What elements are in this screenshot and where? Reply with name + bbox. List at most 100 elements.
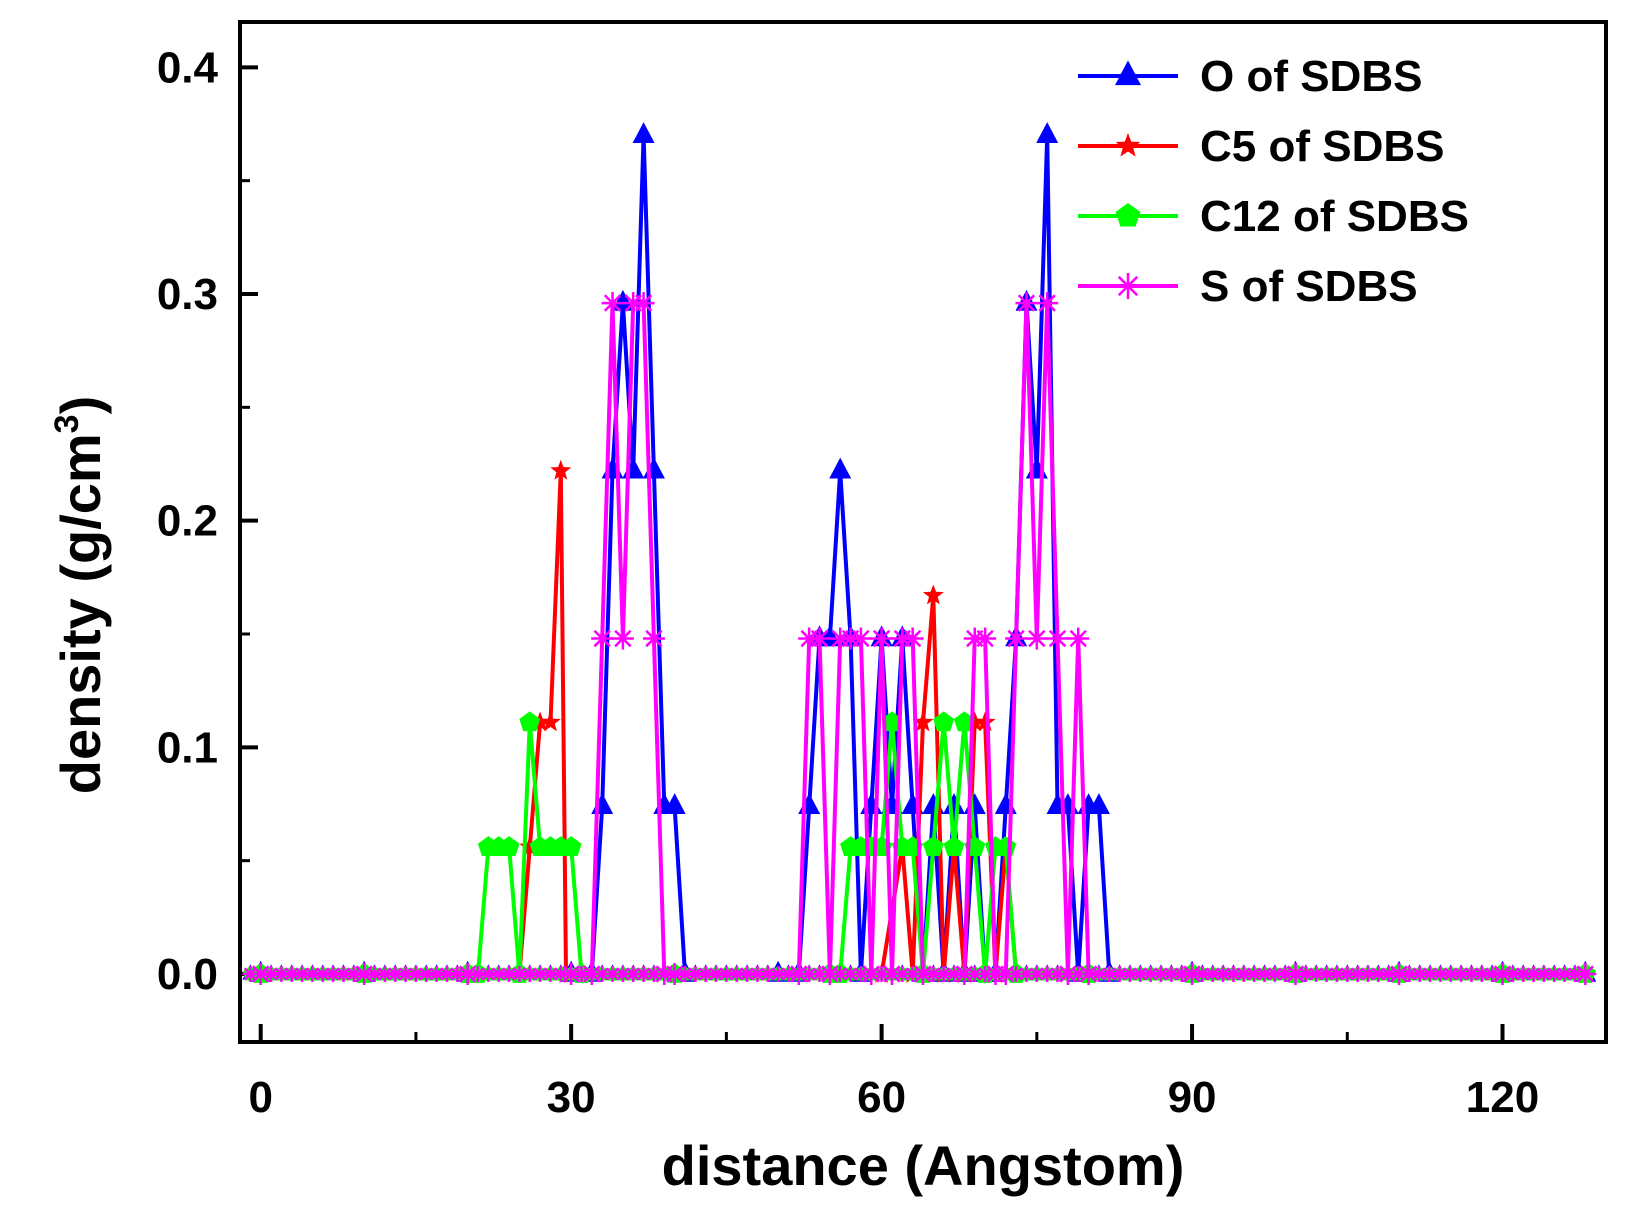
asterisk-stroke xyxy=(740,967,754,981)
data-point-star xyxy=(974,711,996,732)
asterisk-stroke xyxy=(243,967,257,981)
asterisk-stroke xyxy=(1017,294,1036,312)
data-point-asterisk xyxy=(708,966,725,982)
legend-item: S of SDBS xyxy=(1078,262,1418,311)
data-point-asterisk xyxy=(345,966,362,982)
asterisk-stroke xyxy=(1527,967,1541,981)
asterisk-stroke xyxy=(492,967,506,981)
asterisk-stroke xyxy=(357,967,371,981)
asterisk-stroke xyxy=(1040,967,1054,981)
asterisk-stroke xyxy=(471,967,485,981)
y-tick-label: 0.1 xyxy=(157,723,218,772)
asterisk-stroke xyxy=(399,967,413,981)
asterisk-stroke xyxy=(1330,967,1344,981)
asterisk-stroke xyxy=(957,967,971,981)
asterisk-stroke xyxy=(274,967,288,981)
legend-label: S of SDBS xyxy=(1200,262,1418,311)
data-point-asterisk xyxy=(687,966,704,982)
legend-label: C12 of SDBS xyxy=(1200,192,1469,241)
data-point-asterisk xyxy=(1577,966,1594,982)
asterisk-stroke xyxy=(1289,967,1303,981)
data-point-asterisk xyxy=(977,966,994,982)
series-line xyxy=(260,301,1586,976)
asterisk-stroke xyxy=(864,967,878,981)
asterisk-stroke xyxy=(1454,967,1468,981)
data-point-triangle xyxy=(1036,122,1059,144)
asterisk-stroke xyxy=(295,967,309,981)
asterisk-stroke xyxy=(903,629,922,648)
data-point-asterisk xyxy=(552,966,569,982)
data-point-pentagon xyxy=(560,836,582,856)
asterisk-stroke xyxy=(895,967,909,981)
data-point-asterisk xyxy=(901,627,924,650)
data-point-asterisk xyxy=(1494,966,1511,982)
x-axis-title: distance (Angstom) xyxy=(662,1134,1185,1197)
asterisk-stroke xyxy=(440,967,454,981)
asterisk-stroke xyxy=(603,294,622,312)
asterisk-stroke xyxy=(626,967,640,981)
data-point-asterisk xyxy=(739,966,756,982)
data-point-asterisk xyxy=(870,627,893,650)
asterisk-stroke xyxy=(781,967,796,981)
data-point-asterisk xyxy=(1194,966,1211,982)
data-point-asterisk xyxy=(1370,966,1387,982)
data-point-asterisk xyxy=(1090,966,1107,982)
asterisk-stroke xyxy=(254,967,268,981)
asterisk-stroke xyxy=(976,629,994,648)
data-point-asterisk xyxy=(1115,273,1141,299)
asterisk-stroke xyxy=(1123,967,1137,981)
asterisk-stroke xyxy=(388,967,402,981)
data-point-star xyxy=(550,459,572,480)
asterisk-stroke xyxy=(761,967,775,981)
asterisk-stroke xyxy=(616,967,630,981)
data-point-asterisk xyxy=(1036,292,1059,315)
data-point-asterisk xyxy=(611,627,634,650)
asterisk-stroke xyxy=(1309,967,1323,981)
data-point-star xyxy=(519,836,541,856)
asterisk-stroke xyxy=(1133,967,1147,981)
data-point-asterisk xyxy=(573,966,590,982)
data-point-star xyxy=(1115,133,1141,157)
asterisk-stroke xyxy=(1009,967,1023,981)
asterisk-stroke xyxy=(1475,967,1489,981)
asterisk-stroke xyxy=(771,967,785,981)
asterisk-stroke xyxy=(1568,967,1582,981)
asterisk-stroke xyxy=(1102,967,1116,981)
asterisk-stroke xyxy=(1558,967,1572,981)
asterisk-stroke xyxy=(1464,967,1479,981)
asterisk-stroke xyxy=(875,967,889,981)
asterisk-stroke xyxy=(430,967,444,981)
data-point-asterisk xyxy=(1225,966,1242,982)
data-point-asterisk xyxy=(1442,966,1459,982)
x-tick-label: 30 xyxy=(547,1073,596,1122)
asterisk-stroke xyxy=(264,967,278,981)
asterisk-stroke xyxy=(1061,967,1075,981)
data-point-asterisk xyxy=(1515,966,1532,982)
asterisk-stroke xyxy=(1413,967,1427,981)
asterisk-stroke xyxy=(916,967,930,981)
x-tick-label: 90 xyxy=(1168,1073,1217,1122)
data-point-asterisk xyxy=(1484,966,1501,982)
data-point-asterisk xyxy=(1339,966,1356,982)
asterisk-stroke xyxy=(1144,967,1158,981)
data-point-star xyxy=(922,584,944,605)
asterisk-stroke xyxy=(947,967,961,981)
data-point-triangle xyxy=(611,289,634,311)
data-point-asterisk xyxy=(642,627,665,650)
asterisk-stroke xyxy=(709,967,723,981)
data-point-asterisk xyxy=(832,966,849,982)
asterisk-stroke xyxy=(844,967,858,981)
asterisk-stroke xyxy=(978,967,992,981)
y-tick-label: 0.2 xyxy=(157,497,218,546)
asterisk-stroke xyxy=(285,967,299,981)
data-point-pentagon xyxy=(953,711,975,732)
asterisk-stroke xyxy=(1578,967,1592,981)
asterisk-stroke xyxy=(1340,967,1354,981)
y-tick-label: 0.0 xyxy=(157,950,218,999)
asterisk-stroke xyxy=(688,967,702,981)
asterisk-stroke xyxy=(533,967,547,981)
x-tick-label: 0 xyxy=(248,1073,272,1122)
asterisk-stroke xyxy=(854,967,868,981)
asterisk-stroke xyxy=(1320,967,1334,981)
data-point-asterisk xyxy=(676,966,693,982)
